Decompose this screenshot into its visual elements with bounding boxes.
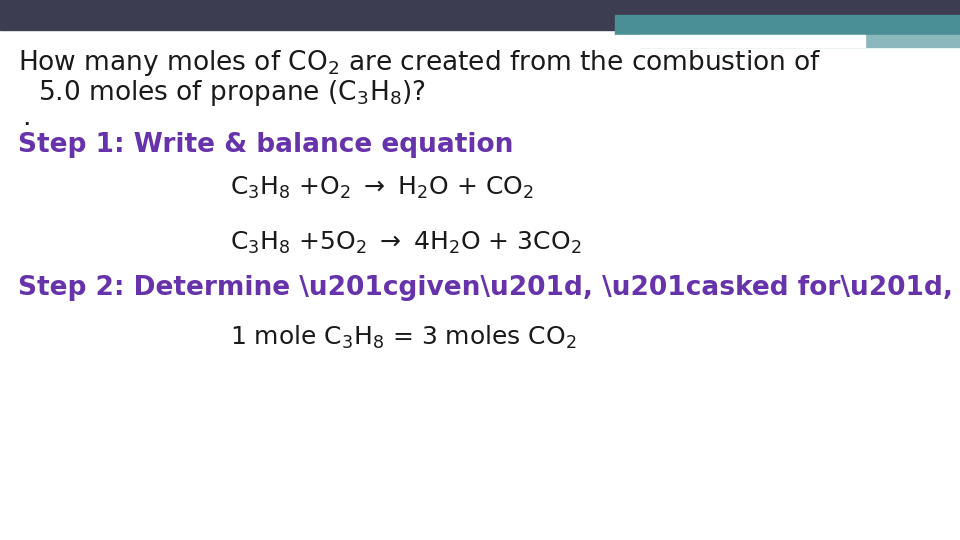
Bar [640, 35, 960, 47]
Text: Step 1: Write & balance equation: Step 1: Write & balance equation [18, 132, 514, 158]
Bar [615, 15, 960, 35]
Text: C$_3$H$_8$ +O$_2$ $\rightarrow$ H$_2$O + CO$_2$: C$_3$H$_8$ +O$_2$ $\rightarrow$ H$_2$O +… [230, 175, 534, 201]
Text: 5.0 moles of propane (C$_3$H$_8$)?: 5.0 moles of propane (C$_3$H$_8$)? [38, 78, 426, 108]
Text: C$_3$H$_8$ +5O$_2$ $\rightarrow$ 4H$_2$O + 3CO$_2$: C$_3$H$_8$ +5O$_2$ $\rightarrow$ 4H$_2$O… [230, 230, 582, 256]
Text: 1 mole C$_3$H$_8$ = 3 moles CO$_2$: 1 mole C$_3$H$_8$ = 3 moles CO$_2$ [230, 324, 577, 351]
Text: How many moles of CO$_2$ are created from the combustion of: How many moles of CO$_2$ are created fro… [18, 48, 822, 78]
Bar [0, 0, 960, 30]
Text: Step 2: Determine \u201cgiven\u201d, \u201casked for\u201d, and mole ratio: Step 2: Determine \u201cgiven\u201d, \u2… [18, 275, 960, 301]
Text: .: . [22, 105, 31, 131]
Bar [615, 35, 865, 47]
